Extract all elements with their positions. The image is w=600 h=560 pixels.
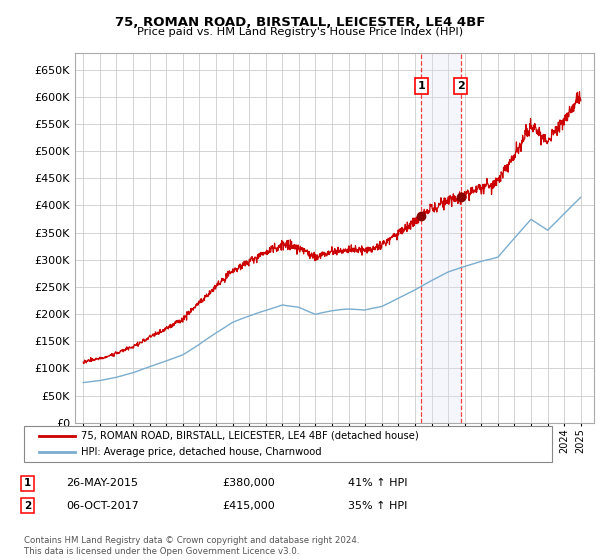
Text: 75, ROMAN ROAD, BIRSTALL, LEICESTER, LE4 4BF (detached house): 75, ROMAN ROAD, BIRSTALL, LEICESTER, LE4…	[81, 431, 419, 441]
Text: 06-OCT-2017: 06-OCT-2017	[66, 501, 139, 511]
Text: 75, ROMAN ROAD, BIRSTALL, LEICESTER, LE4 4BF: 75, ROMAN ROAD, BIRSTALL, LEICESTER, LE4…	[115, 16, 485, 29]
Text: 26-MAY-2015: 26-MAY-2015	[66, 478, 138, 488]
Text: 1: 1	[418, 81, 425, 91]
Text: HPI: Average price, detached house, Charnwood: HPI: Average price, detached house, Char…	[81, 447, 322, 457]
Text: 41% ↑ HPI: 41% ↑ HPI	[348, 478, 407, 488]
Text: Contains HM Land Registry data © Crown copyright and database right 2024.
This d: Contains HM Land Registry data © Crown c…	[24, 536, 359, 556]
Text: £415,000: £415,000	[222, 501, 275, 511]
Bar	[421, 53, 461, 423]
Text: Price paid vs. HM Land Registry's House Price Index (HPI): Price paid vs. HM Land Registry's House …	[137, 27, 463, 38]
Text: 1: 1	[24, 478, 31, 488]
Text: 2: 2	[24, 501, 31, 511]
Text: 35% ↑ HPI: 35% ↑ HPI	[348, 501, 407, 511]
Text: £380,000: £380,000	[222, 478, 275, 488]
Text: 2: 2	[457, 81, 464, 91]
